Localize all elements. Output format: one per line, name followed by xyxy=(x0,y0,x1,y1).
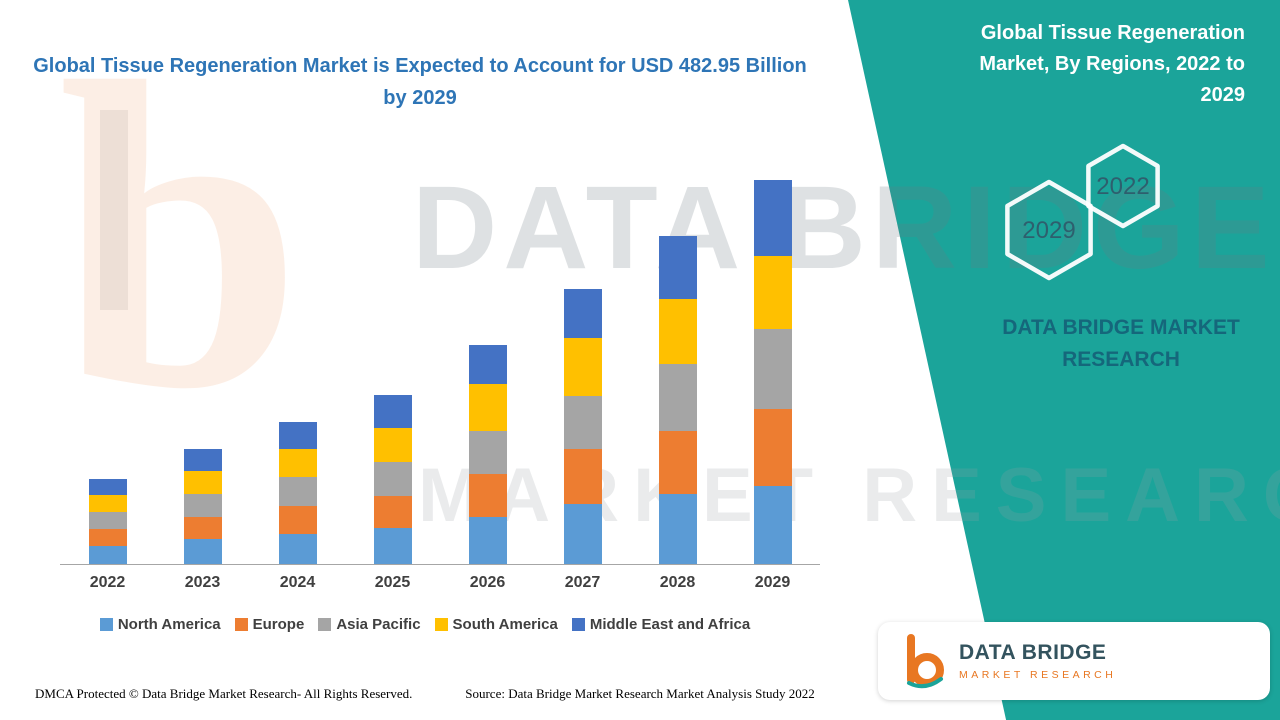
legend-label: Middle East and Africa xyxy=(589,616,751,633)
bar-segment-2027 xyxy=(563,503,602,564)
legend: North America Europe Asia Pacific South Ame… xyxy=(30,616,820,633)
logo-card: DATA BRIDGE MARKET RESEARCH xyxy=(878,622,1270,700)
x-axis-label: 2027 xyxy=(564,574,601,591)
bar-segment-2026 xyxy=(468,431,507,475)
legend-item: North America xyxy=(99,616,221,633)
legend-swatch xyxy=(99,618,113,631)
bar-segment-2024 xyxy=(278,477,317,507)
legend-swatch xyxy=(434,618,448,631)
x-axis-label: 2029 xyxy=(754,574,791,591)
bar-segment-2025 xyxy=(373,462,412,496)
bar-segment-2026 xyxy=(468,384,507,432)
bars xyxy=(60,180,820,565)
bar-segment-2029 xyxy=(753,409,792,487)
bar-segment-2028 xyxy=(658,236,697,300)
bar-segment-2026 xyxy=(468,344,507,385)
source-note: Source: Data Bridge Market Research Mark… xyxy=(465,686,815,701)
bar-segment-2028 xyxy=(658,494,697,564)
legend-item: Asia Pacific xyxy=(318,616,421,633)
logo-name: DATA BRIDGE xyxy=(959,641,1107,664)
x-labels: 2022 2023 2024 2025 2026 2027 2028 2029 xyxy=(60,574,820,592)
bar-segment-2027 xyxy=(563,338,602,397)
legend-label: North America xyxy=(117,616,221,633)
bar-segment-2024 xyxy=(278,506,317,534)
legend-label: South America xyxy=(452,616,558,633)
bar-segment-2025 xyxy=(373,395,412,429)
legend-item: Middle East and Africa xyxy=(571,616,751,633)
bar-segment-2023 xyxy=(183,470,222,495)
bar-segment-2022 xyxy=(88,478,127,495)
bar-segment-2027 xyxy=(563,288,602,339)
bar-segment-2028 xyxy=(658,299,697,365)
bar-segment-2026 xyxy=(468,517,507,564)
bar-segment-2022 xyxy=(88,529,127,546)
data-bridge-logo-icon xyxy=(907,634,944,689)
x-axis-label: 2028 xyxy=(659,574,696,591)
bar-2024 xyxy=(278,421,317,564)
logo-subtitle: MARKET RESEARCH xyxy=(959,669,1117,681)
bar-2026 xyxy=(468,344,507,564)
bar-segment-2022 xyxy=(88,512,127,530)
bar-segment-2029 xyxy=(753,328,792,410)
bar-segment-2025 xyxy=(373,528,412,564)
x-axis-label: 2022 xyxy=(89,574,126,591)
bar-segment-2024 xyxy=(278,533,317,564)
bar-segment-2023 xyxy=(183,448,222,471)
bar-2025 xyxy=(373,395,412,564)
bar-segment-2027 xyxy=(563,396,602,449)
bar-segment-2024 xyxy=(278,421,317,449)
legend-swatch xyxy=(571,618,585,631)
bar-segment-2028 xyxy=(658,364,697,432)
legend-item: Europe xyxy=(234,616,305,633)
legend-label: Asia Pacific xyxy=(336,616,421,633)
bar-2028 xyxy=(658,236,697,564)
x-axis-label: 2024 xyxy=(279,574,316,591)
x-axis-label: 2025 xyxy=(374,574,411,591)
x-axis-label: 2023 xyxy=(184,574,221,591)
dmca-notice: DMCA Protected © Data Bridge Market Rese… xyxy=(35,686,413,701)
hexagon-badges: 2029 2022 xyxy=(1005,143,1160,281)
bar-segment-2023 xyxy=(183,494,222,518)
bar-segment-2022 xyxy=(88,494,127,513)
bar-2027 xyxy=(563,288,602,564)
bar-segment-2028 xyxy=(658,431,697,494)
bar-2029 xyxy=(753,180,792,564)
bar-segment-2023 xyxy=(183,517,222,540)
legend-label: Europe xyxy=(252,616,305,633)
bar-segment-2027 xyxy=(563,448,602,504)
x-axis-label: 2026 xyxy=(469,574,506,591)
legend-item: South America xyxy=(434,616,558,633)
bar-2022 xyxy=(88,478,127,564)
bar-segment-2025 xyxy=(373,428,412,463)
side-panel-heading: Global Tissue Regeneration Market, By Re… xyxy=(979,22,1245,106)
legend-swatch xyxy=(318,618,332,631)
bar-2023 xyxy=(183,448,222,564)
hexagon-2029-label: 2029 xyxy=(1022,217,1075,244)
bar-segment-2029 xyxy=(753,180,792,256)
bar-segment-2024 xyxy=(278,448,317,478)
bar-segment-2029 xyxy=(753,255,792,329)
hexagon-2022-label: 2022 xyxy=(1096,173,1149,200)
legend-swatch xyxy=(234,618,248,631)
bar-segment-2026 xyxy=(468,474,507,518)
logo-text-block: DATA BRIDGE MARKET RESEARCH xyxy=(959,641,1116,681)
bar-segment-2025 xyxy=(373,495,412,529)
bar-segment-2022 xyxy=(88,545,127,564)
chart-title: Global Tissue Regeneration Market is Exp… xyxy=(33,55,807,109)
bar-segment-2023 xyxy=(183,539,222,564)
bar-segment-2029 xyxy=(753,486,792,564)
side-panel-brand-text: DATA BRIDGE MARKET RESEARCH xyxy=(1002,316,1240,371)
hexagon-2022-outline xyxy=(1086,143,1160,229)
